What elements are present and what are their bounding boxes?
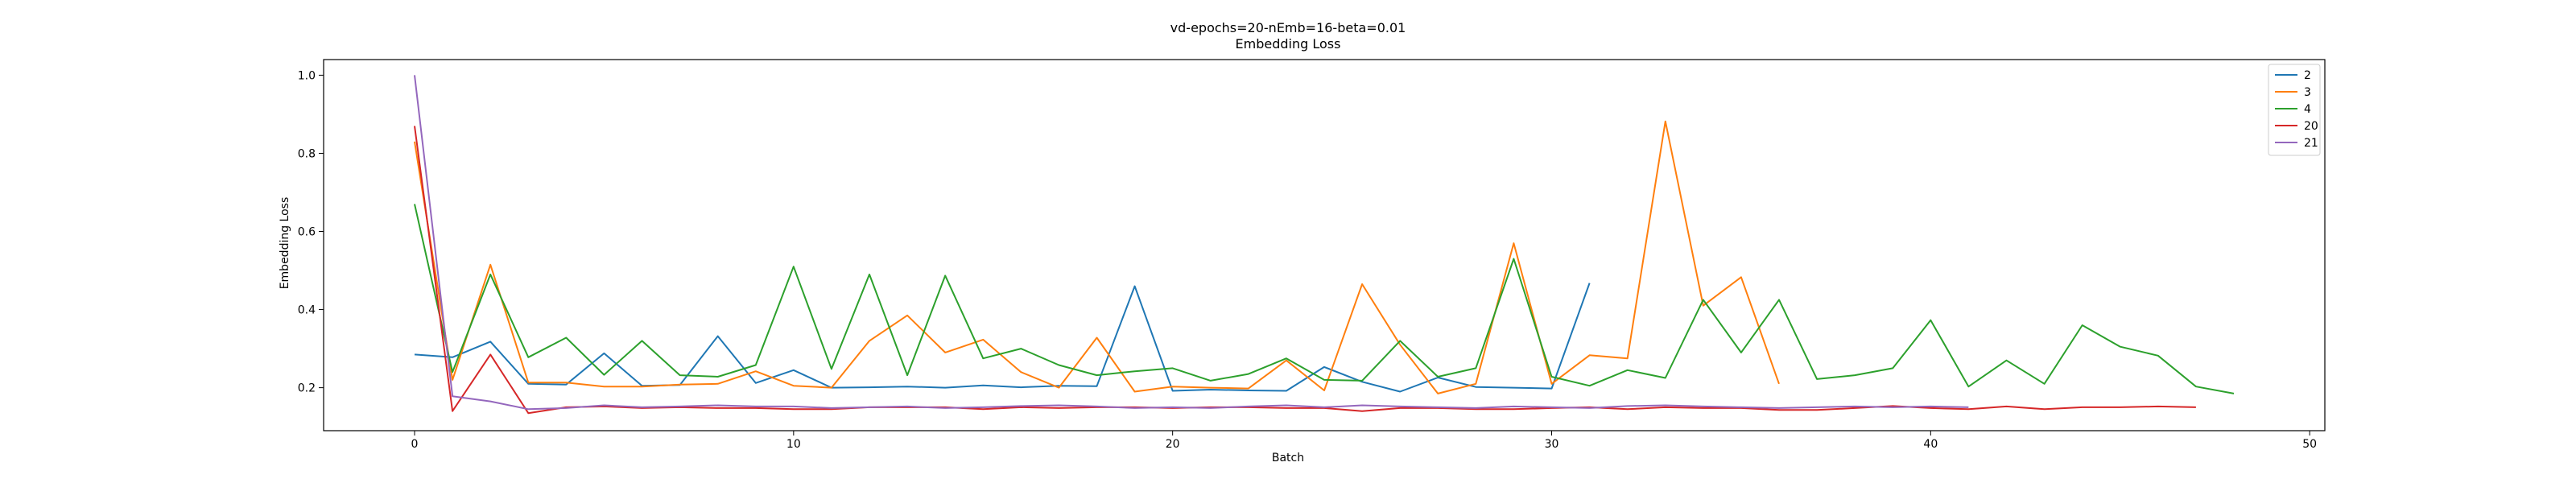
x-tick-label: 50 (2302, 438, 2317, 451)
series-line-4 (414, 204, 2235, 394)
x-tick-label: 10 (786, 438, 801, 451)
y-tick-label: 0.8 (298, 147, 316, 160)
x-tick-label: 30 (1545, 438, 1559, 451)
legend-frame (2268, 64, 2321, 156)
series-layer (414, 75, 2235, 415)
y-axis-label: Embedding Loss (279, 197, 291, 290)
chart-title: vd-epochs=20-nEmb=16-beta=0.01 (1170, 20, 1406, 35)
ticks-layer: 0 10 20 30 40 50 0.2 0.4 0.6 0.8 1.0 (298, 69, 2317, 451)
chart-subtitle: Embedding Loss (1236, 36, 1341, 52)
legend-label-2: 2 (2304, 69, 2311, 82)
legend-label-20: 20 (2304, 120, 2318, 133)
axes-frame (323, 59, 2326, 431)
y-tick-label: 0.6 (298, 226, 316, 239)
x-tick-label: 0 (411, 438, 419, 451)
legend: 2 3 4 20 21 (2268, 64, 2321, 156)
series-line-2 (414, 283, 1591, 393)
plot-area (323, 59, 2326, 431)
y-tick-label: 0.2 (298, 382, 316, 395)
y-tick-label: 1.0 (298, 69, 316, 82)
y-tick-label: 0.4 (298, 304, 316, 317)
series-line-3 (414, 120, 1780, 394)
x-axis-label: Batch (1272, 452, 1304, 464)
x-tick-label: 20 (1166, 438, 1180, 451)
legend-label-4: 4 (2304, 103, 2311, 116)
series-line-21 (414, 75, 1969, 411)
legend-label-3: 3 (2304, 86, 2311, 99)
x-tick-label: 40 (1923, 438, 1938, 451)
legend-label-21: 21 (2304, 137, 2318, 150)
